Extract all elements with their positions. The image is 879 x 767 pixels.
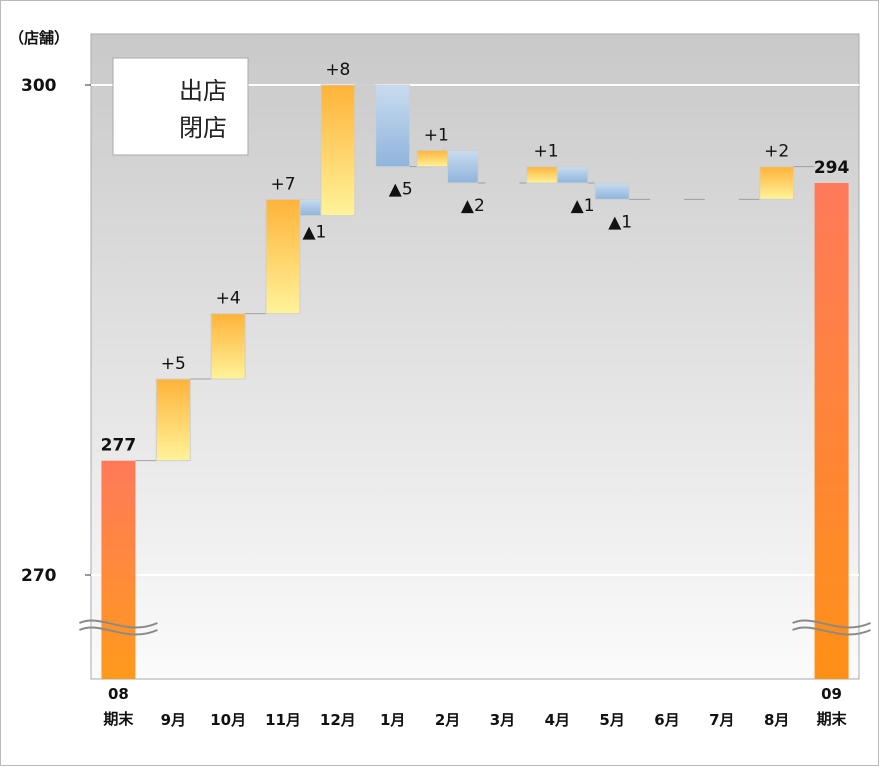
legend-item-closing: 閉店	[179, 114, 227, 142]
closing-label-8: ▲1	[571, 196, 595, 216]
y-tick-label-300: 300	[21, 76, 57, 96]
closing-label-5: ▲5	[389, 180, 413, 200]
x-category-label-6: 2月	[435, 711, 460, 729]
x-category-label-5: 1月	[380, 711, 405, 729]
x-category-label-12: 8月	[764, 711, 789, 729]
opening-bar-1	[155, 378, 191, 462]
x-category-label-7: 3月	[490, 711, 515, 729]
opening-label-4: +8	[325, 60, 350, 80]
opening-label-6: +1	[424, 125, 449, 145]
opening-label-3: +7	[270, 174, 295, 194]
x-category-label-0-0: 08	[108, 685, 129, 703]
legend-box	[112, 57, 249, 156]
y-axis-unit-label: （店舗）	[9, 29, 69, 47]
opening-label-8: +1	[533, 142, 558, 162]
closing-bar-6	[447, 149, 479, 184]
total-label-13: 294	[814, 158, 850, 178]
x-category-label-11: 7月	[709, 711, 734, 729]
axis-break-line-0-b	[79, 626, 158, 636]
x-category-label-8: 4月	[545, 711, 570, 729]
closing-bar-3	[299, 198, 322, 217]
closing-label-6: ▲2	[461, 196, 485, 216]
opening-bar-3	[265, 198, 301, 315]
y-tick-label-270: 270	[21, 566, 57, 586]
opening-bar-6	[416, 149, 449, 168]
opening-label-1: +5	[161, 354, 186, 374]
axis-break-line-0-a	[79, 619, 158, 629]
legend-item-opening: 出店	[179, 77, 227, 105]
opening-bar-4	[320, 84, 356, 217]
opening-label-12: +2	[764, 142, 789, 162]
total-label-0: 277	[101, 436, 137, 456]
x-category-label-4: 12月	[320, 711, 356, 729]
axis-break-line-13-a	[792, 619, 871, 629]
x-category-label-1: 9月	[161, 711, 186, 729]
opening-bar-8	[526, 166, 558, 184]
x-category-label-2: 10月	[210, 711, 246, 729]
closing-bar-9	[594, 182, 630, 200]
closing-label-9: ▲1	[608, 212, 632, 232]
axis-break-line-13-b	[792, 626, 871, 636]
x-category-label-3: 11月	[265, 711, 301, 729]
closing-bar-5	[375, 84, 411, 168]
total-bar-0	[101, 460, 136, 679]
x-category-label-13-1: 期末	[817, 710, 848, 728]
x-category-label-9: 5月	[599, 711, 624, 729]
total-bar-13	[814, 183, 849, 679]
x-category-label-10: 6月	[654, 711, 679, 729]
opening-bar-2	[210, 313, 246, 380]
closing-bar-8	[556, 166, 589, 184]
closing-label-3: ▲1	[302, 223, 326, 243]
x-category-label-0-1: 期末	[103, 710, 134, 728]
opening-label-2: +4	[216, 289, 241, 309]
x-category-label-13-0: 09	[821, 685, 842, 703]
opening-bar-12	[759, 166, 795, 200]
